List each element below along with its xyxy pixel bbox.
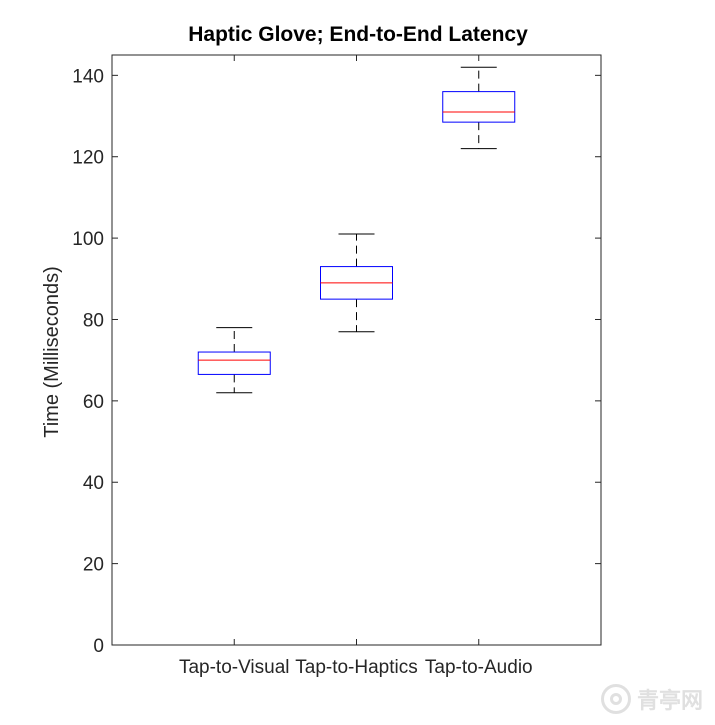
watermark-logo-icon bbox=[600, 684, 631, 714]
plot-area bbox=[111, 54, 602, 646]
chart-title: Haptic Glove; End-to-End Latency bbox=[188, 23, 528, 46]
x-tick-label: Tap-to-Audio bbox=[425, 657, 533, 678]
y-tick-label: 100 bbox=[72, 229, 104, 250]
x-axis: Tap-to-Visual Tap-to-Haptics Tap-to-Audio bbox=[179, 55, 533, 678]
y-axis: 0 20 40 60 80 100 120 140 bbox=[72, 66, 601, 657]
box-tap-to-haptics bbox=[320, 233, 393, 333]
boxes bbox=[197, 66, 516, 394]
x-tick-label: Tap-to-Haptics bbox=[295, 657, 418, 678]
box-tap-to-audio bbox=[442, 66, 516, 150]
y-tick-label: 80 bbox=[83, 310, 104, 331]
iqr-box bbox=[442, 91, 516, 123]
y-tick-label: 0 bbox=[93, 636, 104, 657]
x-tick-label: Tap-to-Visual bbox=[179, 657, 290, 678]
iqr-box bbox=[197, 351, 271, 375]
y-tick-label: 140 bbox=[72, 66, 104, 87]
y-tick-label: 120 bbox=[72, 148, 104, 169]
watermark-text: 青亭网 bbox=[636, 689, 703, 714]
y-axis-label: Time (Milliseconds) bbox=[41, 266, 63, 438]
box-tap-to-visual bbox=[197, 327, 271, 394]
watermark: 青亭网 bbox=[600, 683, 703, 715]
y-tick-label: 20 bbox=[83, 555, 104, 576]
y-tick-label: 60 bbox=[83, 392, 104, 413]
y-tick-label: 40 bbox=[83, 473, 104, 494]
